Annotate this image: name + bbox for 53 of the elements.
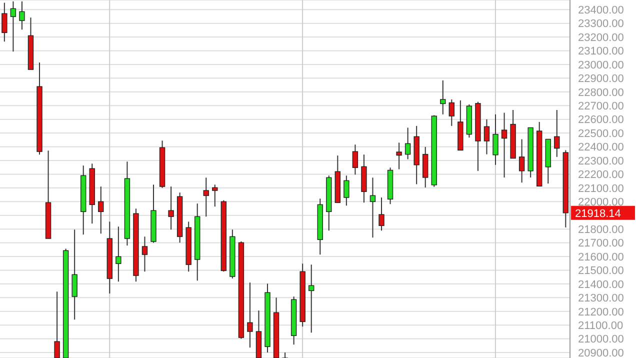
candlestick (212, 184, 218, 208)
candlestick (247, 282, 253, 348)
y-tick-label: 23100.00 (578, 46, 624, 58)
candlestick (19, 0, 25, 30)
candlestick (168, 186, 174, 230)
y-tick-label: 23300.00 (578, 18, 624, 30)
candlestick (54, 291, 60, 358)
candlestick (484, 118, 490, 155)
candlestick (344, 175, 350, 206)
candlestick (440, 80, 446, 115)
candlestick (282, 352, 288, 358)
y-tick-label: 21500.00 (578, 265, 624, 278)
candlestick (72, 229, 78, 320)
candlestick (352, 144, 358, 176)
candlestick (378, 197, 384, 232)
candlestick (203, 177, 209, 218)
y-tick-label: 21100.00 (578, 320, 624, 332)
y-tick-label: 22200.00 (578, 169, 624, 182)
y-tick-label: 23000.00 (578, 59, 624, 72)
candlestick (554, 110, 560, 158)
candlestick (448, 98, 455, 126)
candlestick (518, 138, 525, 184)
y-tick-label: 21700.00 (578, 238, 624, 250)
text: 21918.14 (575, 208, 621, 220)
candlestick (370, 177, 376, 238)
y-tick-label: 22400.00 (578, 142, 624, 154)
y-tick-label: 22500.00 (578, 128, 624, 140)
candlestick (492, 114, 498, 166)
y-tick-label: 20900.00 (578, 347, 624, 358)
y-tick-label: 21400.00 (578, 278, 624, 291)
y-tick-label: 22700.00 (578, 100, 624, 113)
y-tick-label: 22300.00 (578, 155, 624, 168)
y-tick-label: 23400.00 (578, 4, 624, 17)
y-tick-label: 21800.00 (578, 224, 624, 236)
y-tick-label: 21600.00 (578, 251, 624, 264)
y-tick-label: 22800.00 (578, 86, 624, 99)
y-tick-label: 23200.00 (578, 32, 624, 44)
candlestick (98, 186, 104, 234)
y-tick-label: 21300.00 (578, 292, 624, 305)
candlestick (142, 236, 148, 272)
candlestick (2, 2, 8, 42)
candlestick (10, 0, 16, 52)
candlestick (501, 112, 508, 178)
candlestick (396, 142, 402, 170)
y-tick-label: 21200.00 (578, 306, 624, 318)
candlestick (308, 264, 314, 334)
y-tick-label: 22100.00 (578, 182, 624, 195)
y-tick-label: 22600.00 (578, 114, 624, 126)
candlestick (422, 146, 428, 188)
candlestick (404, 127, 411, 160)
y-tick-label: 21000.00 (578, 334, 624, 346)
candlestick (116, 226, 122, 282)
y-tick-label: 22900.00 (578, 73, 624, 86)
